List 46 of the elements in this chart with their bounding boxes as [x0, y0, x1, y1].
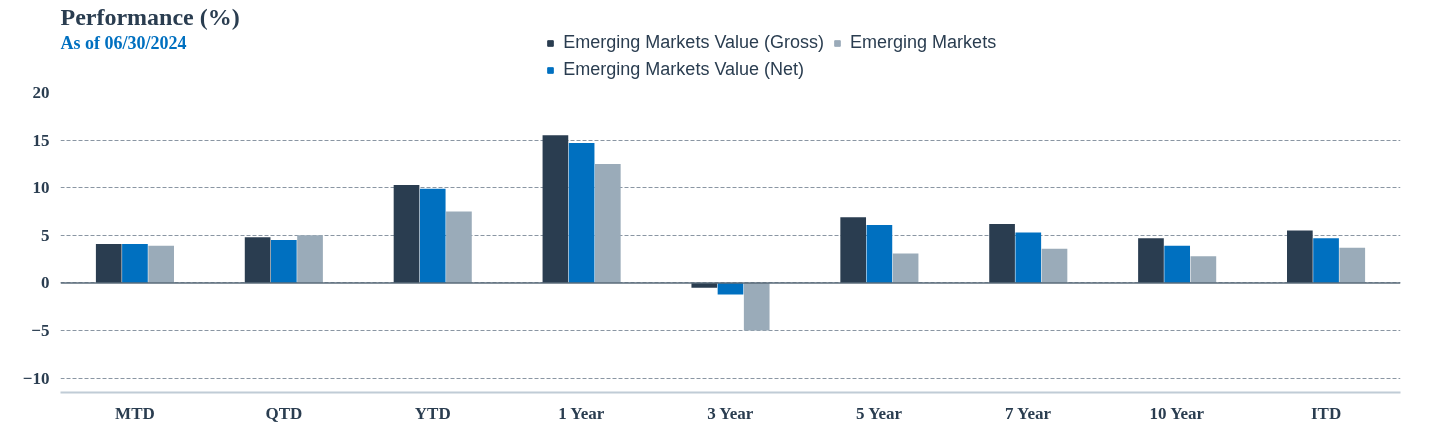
- bar: [743, 282, 770, 331]
- chart-title: Performance (%): [60, 4, 240, 31]
- x-tick-label: YTD: [414, 403, 451, 423]
- bar: [148, 245, 174, 283]
- bar: [542, 135, 569, 283]
- bar: [1190, 256, 1217, 283]
- y-tick-label: 0: [41, 273, 50, 293]
- bar: [866, 224, 893, 283]
- legend-label: Emerging Markets Value (Gross): [563, 32, 825, 53]
- bar: [1015, 232, 1042, 283]
- legend-label: Emerging Markets Value (Net): [563, 59, 805, 80]
- y-tick-label: 5: [41, 225, 50, 245]
- y-tick-label: −5: [31, 321, 50, 341]
- bar: [1287, 230, 1313, 283]
- x-tick-label: 5 Year: [856, 403, 903, 423]
- bar: [419, 188, 446, 283]
- x-tick-label: QTD: [265, 403, 303, 423]
- y-tick-label: 20: [32, 83, 50, 102]
- bar: [446, 211, 472, 283]
- bar: [892, 253, 919, 283]
- bar: [840, 217, 867, 283]
- x-tick-label: 10 Year: [1149, 403, 1205, 423]
- bar: [1164, 245, 1191, 283]
- x-tick-label: 7 Year: [1004, 403, 1052, 423]
- legend-label: Emerging Markets: [850, 32, 997, 53]
- bar: [393, 184, 420, 283]
- y-tick-label: −10: [22, 368, 50, 388]
- bar: [1339, 247, 1366, 283]
- bar: [989, 223, 1015, 283]
- bar: [297, 235, 323, 283]
- bar: [594, 163, 621, 283]
- bar: [244, 237, 271, 283]
- x-tick-label: ITD: [1310, 403, 1342, 423]
- chart-subtitle: As of 06/30/2024: [60, 32, 187, 53]
- bar: [568, 142, 595, 283]
- bar: [1313, 238, 1339, 283]
- bar: [1041, 248, 1068, 283]
- bar: [270, 240, 297, 283]
- x-tick-label: 3 Year: [707, 403, 754, 423]
- bar: [122, 243, 148, 283]
- x-tick-label: MTD: [115, 403, 155, 423]
- x-tick-label: 1 Year: [558, 403, 605, 423]
- bar: [1138, 238, 1164, 283]
- bar: [95, 243, 122, 283]
- y-tick-label: 15: [32, 130, 50, 150]
- y-tick-label: 10: [32, 178, 50, 198]
